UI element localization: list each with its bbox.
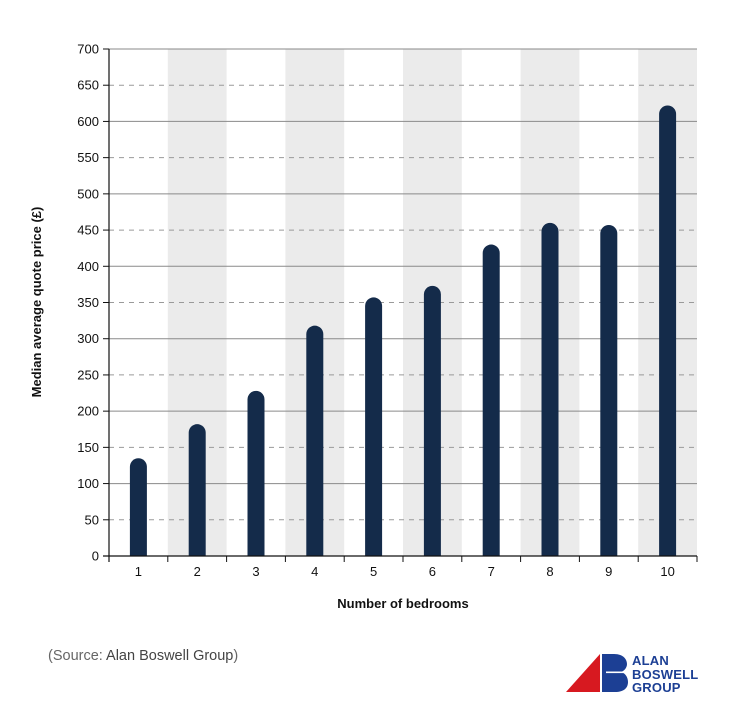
- y-tick-label-50: 50: [85, 512, 99, 527]
- x-tick-label-8: 8: [546, 564, 553, 579]
- source-prefix: (Source:: [48, 648, 107, 664]
- source-suffix: ): [233, 648, 239, 664]
- y-tick-label-700: 700: [77, 42, 99, 57]
- y-tick-label-450: 450: [77, 223, 99, 238]
- bar-chart: 0 50 100 150 200 250 300 350 400 450 500 550 600 650 7…: [29, 42, 698, 611]
- logo-mark-icon: [566, 654, 628, 692]
- bars: [129, 105, 677, 557]
- y-axis-title: Median average quote price (£): [29, 207, 44, 398]
- bar-9: [600, 225, 618, 556]
- x-axis-title: Number of bedrooms: [337, 596, 468, 611]
- logo-line-2: BOSWELL: [632, 666, 699, 682]
- x-tick-label-9: 9: [605, 564, 612, 579]
- y-tick-label-550: 550: [77, 150, 99, 165]
- gridlines: [109, 48, 697, 521]
- y-tick-label-0: 0: [92, 549, 99, 564]
- y-tick-label-250: 250: [77, 367, 99, 382]
- x-tick-label-6: 6: [429, 564, 436, 579]
- bar-4: [306, 325, 324, 556]
- bar-1: [129, 458, 147, 556]
- y-tick-labels: 0 50 100 150 200 250 300 350 400 450 500 550 600 650 7…: [77, 42, 99, 564]
- x-tick-label-10: 10: [660, 564, 674, 579]
- y-tick-label-350: 350: [77, 295, 99, 310]
- y-tick-label-200: 200: [77, 404, 99, 419]
- y-tick-label-150: 150: [77, 440, 99, 455]
- bar-10: [659, 105, 677, 556]
- y-tick-label-400: 400: [77, 259, 99, 274]
- x-tick-label-3: 3: [252, 564, 259, 579]
- y-tick-label-300: 300: [77, 331, 99, 346]
- y-tick-label-500: 500: [77, 186, 99, 201]
- logo-text: ALAN BOSWELL GROUP: [632, 654, 698, 695]
- y-tick-label-600: 600: [77, 114, 99, 129]
- x-tick-label-1: 1: [135, 564, 142, 579]
- bar-8: [541, 222, 559, 557]
- axes: [103, 48, 698, 562]
- bar-6: [423, 285, 441, 556]
- y-tick-label-650: 650: [77, 78, 99, 93]
- y-tick-label-100: 100: [77, 476, 99, 491]
- bar-2: [188, 424, 206, 556]
- logo-line-1: ALAN: [632, 653, 669, 668]
- x-tick-label-5: 5: [370, 564, 377, 579]
- alan-boswell-logo: ALAN BOSWELL GROUP: [566, 652, 706, 696]
- x-tick-labels: 1 2 3 4 5 6 7 8 9 10: [135, 564, 675, 579]
- logo-line-3: GROUP: [632, 680, 681, 695]
- x-tick-label-2: 2: [194, 564, 201, 579]
- bar-5: [365, 297, 383, 556]
- x-tick-label-4: 4: [311, 564, 318, 579]
- source-name: Alan Boswell Group: [106, 648, 234, 664]
- x-tick-label-7: 7: [488, 564, 495, 579]
- bar-7: [482, 244, 500, 557]
- bar-3: [247, 390, 265, 556]
- source-note: (Source: Alan Boswell Group): [48, 648, 238, 664]
